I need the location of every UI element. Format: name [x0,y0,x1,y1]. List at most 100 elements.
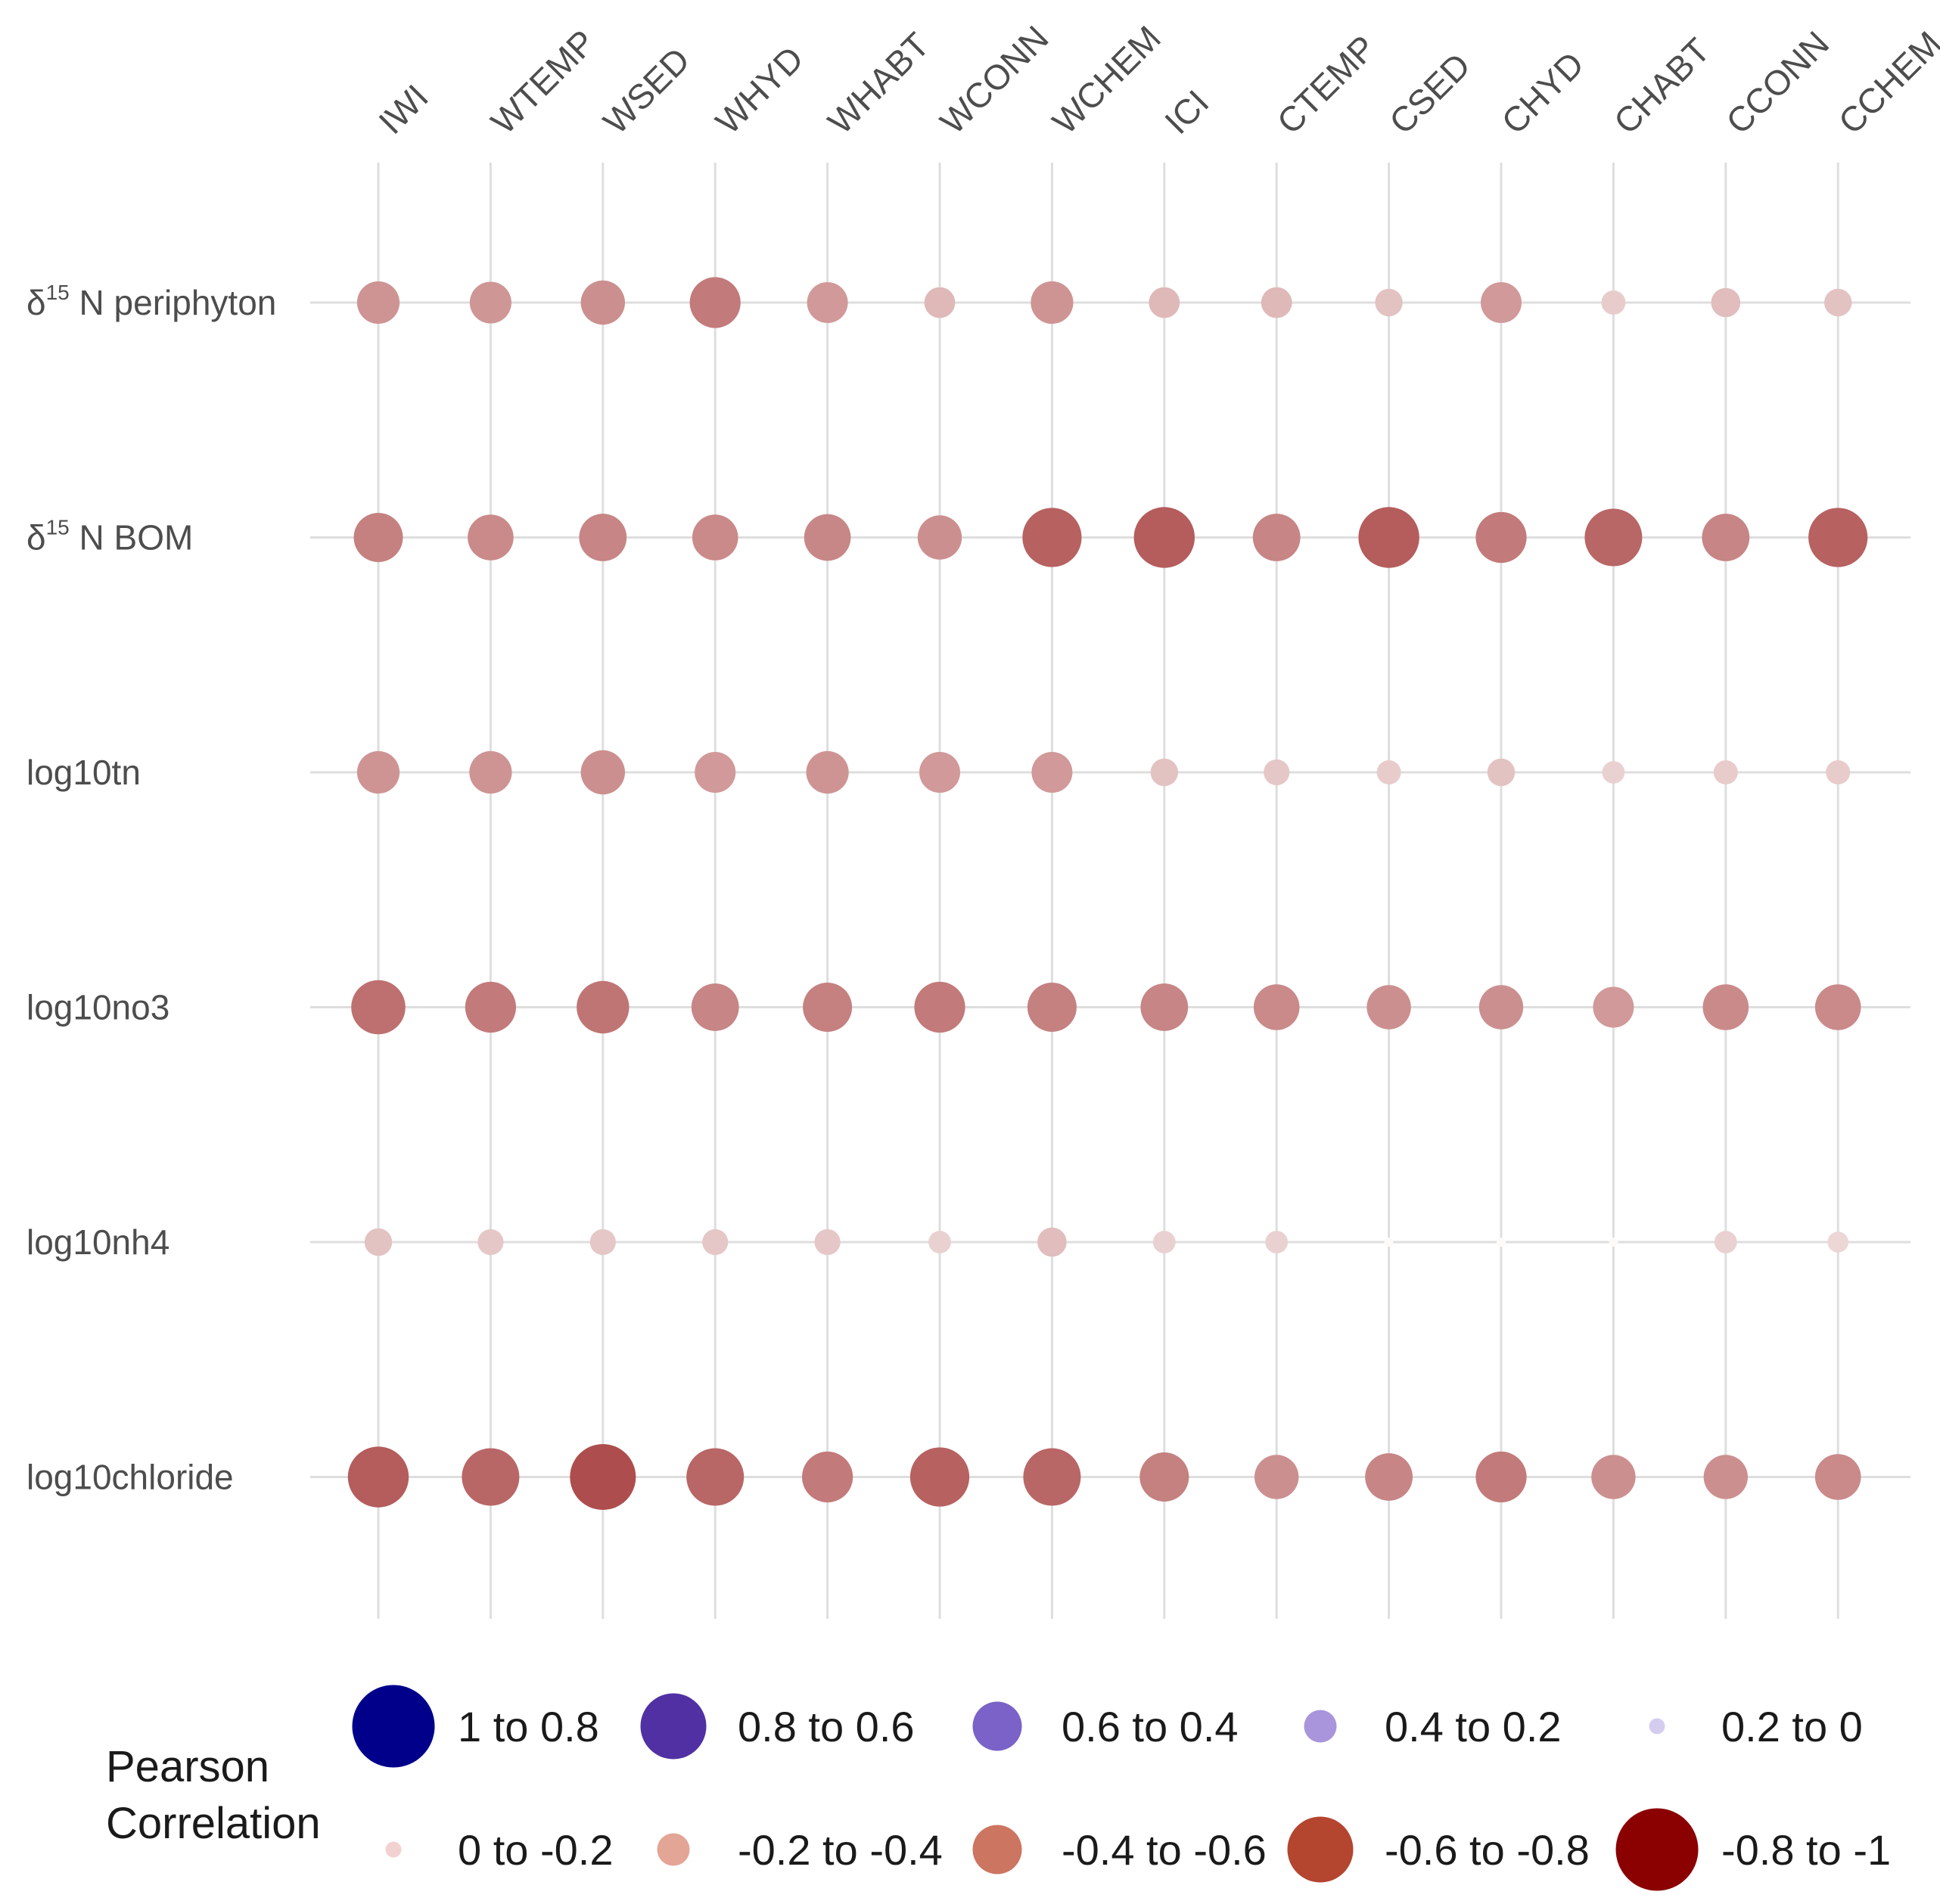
correlation-point [702,1228,729,1256]
correlation-point [469,281,511,324]
correlation-point [469,750,512,794]
correlation-point [909,1447,970,1507]
correlation-point [1478,985,1524,1030]
legend-swatch [1304,1710,1337,1743]
correlation-point [1487,758,1516,787]
legend-swatch [972,1701,1022,1751]
row-label: log10chloride [26,1458,234,1497]
correlation-point [570,1444,636,1510]
correlation-point [1711,287,1741,318]
correlation-point [347,1446,409,1508]
correlation-point [577,980,630,1034]
legend-label: -0.8 to -1 [1721,1826,1891,1874]
correlation-point [1702,984,1749,1030]
grid-lines [310,163,1910,1619]
correlation-point [692,514,738,561]
correlation-point [1376,760,1401,784]
legend-title-line2: Correlation [106,1799,321,1848]
correlation-point [1133,507,1195,568]
correlation-point [1593,986,1634,1028]
correlation-point [353,513,403,562]
correlation-point [1252,514,1301,561]
correlation-point [807,282,848,323]
correlation-point [465,981,517,1033]
row-label: δ15 N periphyton [26,281,276,322]
correlation-point [1027,983,1077,1032]
correlation-point [1827,1232,1848,1253]
correlation-points [347,277,1868,1510]
correlation-point [1609,1237,1618,1247]
correlation-point [1814,1454,1861,1500]
correlation-point [364,1228,393,1256]
correlation-point [1808,508,1868,567]
correlation-point [1264,759,1290,786]
legend-swatch [1615,1808,1699,1891]
correlation-point [1037,1227,1067,1257]
correlation-point [1475,1451,1527,1503]
correlation-point [1031,281,1074,325]
legend: Pearson Correlation 1 to 0.8 0.8 to 0.6 0.… [106,1685,1891,1891]
correlation-point [928,1231,951,1253]
correlation-point [351,980,406,1035]
correlation-point [580,280,625,325]
row-label: log10tn [26,753,141,792]
legend-label: 0.4 to 0.2 [1385,1703,1562,1750]
correlation-point [1496,1237,1506,1247]
correlation-point [1714,1231,1737,1253]
legend-label: -0.4 to -0.6 [1062,1826,1267,1874]
correlation-point [924,287,956,318]
legend-title-line1: Pearson [106,1742,269,1791]
legend-swatch [1287,1816,1354,1883]
correlation-point [580,750,625,795]
correlation-point [804,514,851,561]
correlation-point [1140,983,1189,1031]
correlation-point [579,514,627,561]
row-label: δ15 N BOM [26,516,193,558]
correlation-point [1591,1455,1636,1499]
correlation-point [356,750,400,794]
correlation-point [468,514,514,561]
correlation-point [589,1228,616,1256]
correlation-point [1824,288,1852,317]
row-label: log10nh4 [26,1222,169,1262]
correlation-point [1253,984,1300,1030]
legend-swatch [1649,1718,1665,1735]
legend-label: 0 to -0.2 [458,1826,613,1874]
correlation-point [1265,1231,1289,1253]
correlation-point [1703,1455,1748,1499]
correlation-point [1023,1448,1081,1506]
row-labels: δ15 N periphyton δ15 N BOM log10tn log10no3… [26,281,276,1497]
correlation-point [803,983,853,1032]
correlation-point [1254,1455,1299,1499]
correlation-point [1358,507,1419,568]
correlation-point [1702,514,1750,561]
legend-swatch [972,1825,1022,1874]
correlation-point [1152,1231,1176,1253]
legend-label: -0.2 to -0.4 [738,1826,943,1874]
correlation-point [356,281,400,325]
correlation-point [1365,1453,1413,1501]
correlation-point [695,752,736,793]
legend-label: 0.2 to 0 [1721,1703,1863,1750]
correlation-point [919,752,960,793]
legend-swatch [657,1833,690,1866]
legend-swatch [640,1693,707,1760]
correlation-point [1261,287,1292,318]
correlation-point [917,515,962,560]
legend-swatch [352,1685,435,1768]
correlation-point [1601,290,1626,315]
correlation-point [806,750,849,794]
correlation-point [1366,985,1411,1030]
row-label: log10no3 [26,988,169,1027]
correlation-point [1814,984,1861,1030]
legend-label: -0.6 to -0.8 [1385,1826,1590,1874]
correlation-point [1826,760,1851,784]
correlation-point [914,981,965,1033]
correlation-point [1384,1237,1394,1247]
correlation-point [814,1228,841,1256]
correlation-point [1022,508,1082,567]
correlation-point [477,1228,504,1256]
correlation-point [1031,752,1073,793]
